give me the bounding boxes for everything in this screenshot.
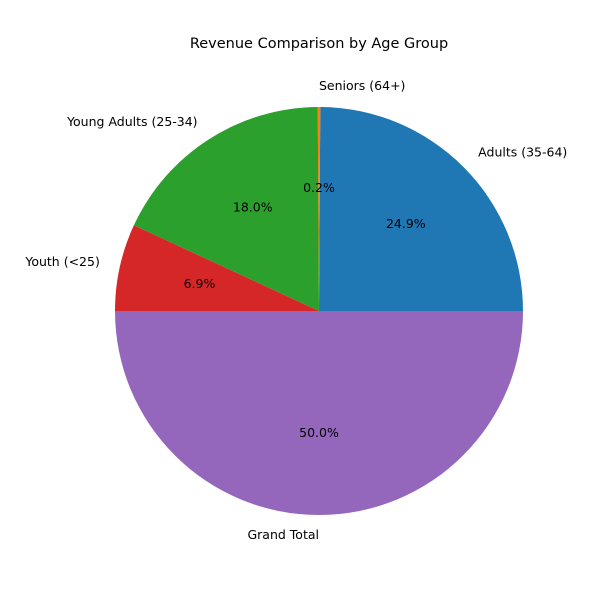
pie-percent-1: 0.2% [303,180,335,195]
pie-labels: Adults (35-64) 24.9% Seniors (64+) 0.2% Youn… [24,78,567,542]
chart-title: Revenue Comparison by Age Group [190,36,448,52]
pie-slice-0 [319,107,523,311]
pie-percent-4: 50.0% [299,425,339,440]
pie-label-1: Seniors (64+) [319,78,405,93]
pie-slice-3 [115,225,319,311]
pie-slice-1 [317,107,321,311]
pie-label-2: Young Adults (25-34) [66,114,198,129]
pie-slice-2 [133,107,319,311]
pie-label-0: Adults (35-64) [478,144,567,159]
pie-slice-4 [115,311,523,515]
pie-label-4: Grand Total [247,527,319,542]
pie-percent-2: 18.0% [233,200,273,215]
pie-percent-0: 24.9% [386,216,426,231]
pie-label-3: Youth (<25) [24,254,99,269]
pie-slices [115,107,523,515]
pie-percent-3: 6.9% [184,276,216,291]
